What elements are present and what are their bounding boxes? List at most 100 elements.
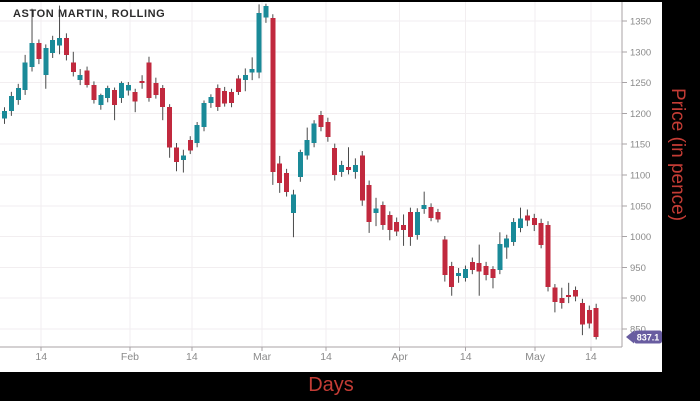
candle-body bbox=[573, 290, 579, 297]
candle-down bbox=[559, 287, 565, 309]
candle-up bbox=[311, 120, 317, 148]
candle-up bbox=[497, 232, 503, 275]
x-tick-label: May bbox=[525, 351, 546, 363]
last-price-tag: 837.1 bbox=[626, 330, 662, 344]
candle-down bbox=[552, 284, 558, 313]
candle-down bbox=[573, 286, 579, 302]
candle-up bbox=[208, 94, 214, 108]
candle-body bbox=[91, 85, 97, 100]
candle-body bbox=[194, 125, 200, 143]
candle-body bbox=[139, 80, 145, 84]
last-price-tag-label: 837.1 bbox=[637, 333, 660, 343]
candle-body bbox=[346, 166, 351, 171]
candle-down bbox=[70, 51, 76, 77]
candle-down bbox=[407, 207, 413, 246]
candle-down bbox=[538, 218, 544, 249]
candle-body bbox=[311, 123, 317, 143]
candle-body bbox=[50, 40, 56, 54]
candle-body bbox=[70, 62, 76, 73]
candle-up bbox=[118, 81, 124, 103]
candle-body bbox=[421, 205, 427, 209]
candle-body bbox=[339, 165, 345, 172]
candle-up bbox=[263, 3, 269, 23]
candle-body bbox=[290, 194, 296, 214]
candle-body bbox=[256, 12, 262, 73]
candle-body bbox=[511, 221, 517, 243]
candle-body bbox=[545, 224, 551, 288]
candle-down bbox=[380, 201, 386, 230]
y-tick-label: 1350 bbox=[630, 17, 651, 28]
candle-body bbox=[579, 303, 585, 325]
candle-down bbox=[132, 88, 138, 113]
last-price-tag-body bbox=[634, 330, 662, 344]
candle-down bbox=[318, 110, 324, 132]
candle-down bbox=[229, 88, 235, 108]
candle-up bbox=[105, 85, 111, 103]
candle-down bbox=[428, 203, 434, 222]
candle-down bbox=[332, 143, 338, 181]
x-tick-label: Apr bbox=[391, 351, 408, 363]
candle-up bbox=[297, 149, 303, 182]
candle-body bbox=[146, 62, 152, 98]
candle-body bbox=[125, 85, 131, 91]
candle-body bbox=[428, 207, 434, 219]
candle-body bbox=[387, 215, 393, 230]
candle-body bbox=[84, 70, 90, 86]
candle-body bbox=[469, 261, 475, 270]
candle-down bbox=[222, 86, 228, 107]
candle-down bbox=[449, 261, 455, 296]
y-tick-label: 900 bbox=[630, 294, 646, 305]
candle-body bbox=[566, 295, 572, 297]
candle-body bbox=[414, 211, 420, 235]
x-tick-label: 14 bbox=[186, 351, 198, 363]
candle-up bbox=[43, 44, 49, 89]
y-tick-label: 950 bbox=[630, 263, 646, 274]
candle-up bbox=[462, 265, 468, 282]
x-tick-label: 14 bbox=[585, 351, 597, 363]
candle-down bbox=[593, 303, 599, 340]
candle-down bbox=[359, 150, 365, 206]
candle-body bbox=[552, 287, 558, 302]
x-tick-label: Mar bbox=[253, 351, 272, 363]
candle-body bbox=[270, 17, 276, 172]
candle-body bbox=[531, 218, 537, 225]
candle-down bbox=[146, 56, 152, 102]
candlestick-chart: 850 900 950 1000 1050 1100 1150 1200 1250 1300 135… bbox=[0, 2, 662, 363]
candle-down bbox=[401, 214, 407, 246]
candle-body bbox=[15, 88, 21, 100]
candle-body bbox=[277, 163, 283, 184]
y-tick-label: 1300 bbox=[630, 47, 651, 58]
candle-body bbox=[401, 224, 407, 230]
chart-area[interactable]: ASTON MARTIN, ROLLING 850 900 950 1000 1050 1… bbox=[0, 2, 662, 372]
candle-down bbox=[215, 84, 221, 111]
candle-body bbox=[208, 96, 214, 103]
candle-body bbox=[118, 83, 124, 98]
y-tick-label: 1250 bbox=[630, 78, 651, 89]
candle-up bbox=[290, 189, 296, 238]
candle-body bbox=[304, 139, 310, 156]
candle-body bbox=[242, 75, 248, 81]
candle-up bbox=[249, 57, 255, 81]
candle-body bbox=[332, 147, 338, 175]
candle-down bbox=[160, 85, 166, 121]
candle-down bbox=[490, 266, 496, 289]
candle-up bbox=[304, 127, 310, 160]
candle-down bbox=[435, 208, 441, 223]
x-tick-label: 14 bbox=[35, 351, 47, 363]
candle-up bbox=[456, 268, 462, 283]
candle-body bbox=[593, 308, 599, 337]
candle-body bbox=[497, 243, 503, 270]
candle-down bbox=[153, 77, 159, 99]
x-tick-label: 14 bbox=[320, 351, 332, 363]
candle-body bbox=[132, 91, 138, 102]
candle-down bbox=[366, 180, 372, 233]
y-tick-label: 1100 bbox=[630, 171, 650, 182]
candle-up bbox=[125, 81, 131, 96]
candle-up bbox=[352, 158, 358, 179]
candle-up bbox=[2, 107, 7, 124]
candle-body bbox=[98, 94, 104, 105]
candle-body bbox=[325, 122, 331, 137]
candle-body bbox=[153, 83, 159, 95]
candle-down bbox=[476, 244, 482, 296]
